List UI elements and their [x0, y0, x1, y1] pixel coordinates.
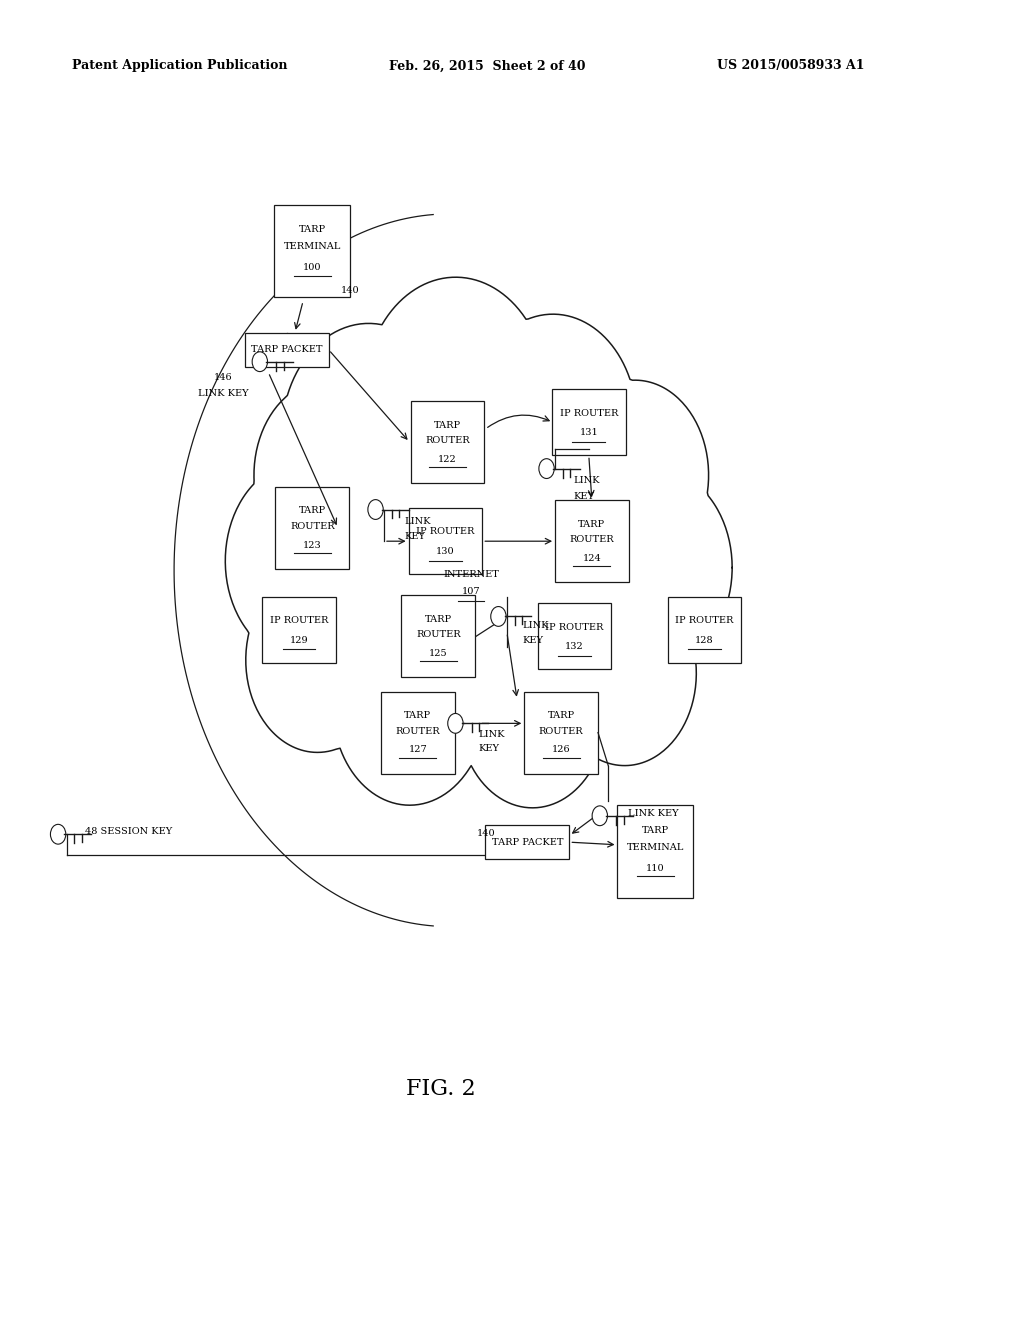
Text: TARP: TARP: [425, 615, 452, 623]
Text: ROUTER: ROUTER: [395, 727, 440, 735]
Text: 140: 140: [341, 286, 359, 296]
Text: TERMINAL: TERMINAL: [627, 843, 684, 851]
Text: IP ROUTER: IP ROUTER: [269, 616, 329, 624]
FancyBboxPatch shape: [409, 508, 482, 574]
Text: TARP: TARP: [434, 421, 461, 429]
Text: 107: 107: [462, 587, 480, 595]
Text: IP ROUTER: IP ROUTER: [559, 409, 618, 417]
Text: US 2015/0058933 A1: US 2015/0058933 A1: [717, 59, 864, 73]
Text: TARP: TARP: [579, 520, 605, 528]
Text: FIG. 2: FIG. 2: [406, 1078, 475, 1100]
Text: KEY: KEY: [522, 636, 544, 645]
Circle shape: [364, 277, 548, 515]
Text: LINK KEY: LINK KEY: [198, 389, 249, 399]
Text: 146: 146: [214, 374, 232, 383]
Circle shape: [282, 323, 456, 548]
FancyBboxPatch shape: [274, 205, 350, 297]
Circle shape: [579, 469, 732, 667]
Text: 128: 128: [695, 636, 714, 644]
Text: LINK: LINK: [522, 622, 549, 631]
Circle shape: [368, 500, 383, 520]
Text: 131: 131: [580, 429, 598, 437]
FancyBboxPatch shape: [668, 597, 741, 663]
Circle shape: [254, 380, 401, 570]
Text: LINK KEY: LINK KEY: [628, 809, 678, 818]
Text: TARP: TARP: [642, 826, 669, 834]
Text: 110: 110: [646, 865, 665, 873]
Text: 48 SESSION KEY: 48 SESSION KEY: [85, 828, 172, 837]
Text: 127: 127: [409, 746, 427, 754]
Text: 125: 125: [429, 649, 447, 657]
FancyBboxPatch shape: [245, 333, 329, 367]
Text: ROUTER: ROUTER: [425, 437, 470, 445]
FancyBboxPatch shape: [552, 389, 626, 455]
Text: ROUTER: ROUTER: [569, 536, 614, 544]
Text: KEY: KEY: [404, 532, 426, 541]
Circle shape: [225, 462, 379, 660]
Text: TARP: TARP: [299, 226, 326, 234]
Text: 122: 122: [438, 455, 457, 463]
Polygon shape: [225, 277, 732, 808]
Text: ROUTER: ROUTER: [539, 727, 584, 735]
Text: KEY: KEY: [573, 492, 595, 502]
Circle shape: [333, 607, 486, 805]
Text: 124: 124: [583, 554, 601, 562]
FancyBboxPatch shape: [617, 805, 693, 898]
Circle shape: [490, 607, 506, 626]
Text: 100: 100: [303, 264, 322, 272]
FancyBboxPatch shape: [262, 597, 336, 663]
Text: 130: 130: [436, 548, 455, 556]
Circle shape: [252, 352, 267, 372]
Text: TARP: TARP: [404, 711, 431, 719]
Circle shape: [539, 458, 554, 479]
Text: LINK: LINK: [478, 730, 505, 739]
Circle shape: [338, 370, 625, 739]
Text: TARP PACKET: TARP PACKET: [492, 838, 563, 846]
FancyBboxPatch shape: [555, 500, 629, 582]
Text: TARP: TARP: [299, 507, 326, 515]
Circle shape: [447, 713, 463, 734]
Circle shape: [561, 380, 709, 570]
Text: IP ROUTER: IP ROUTER: [416, 528, 475, 536]
Text: INTERNET: INTERNET: [443, 570, 499, 578]
Text: LINK: LINK: [404, 517, 431, 527]
Text: IP ROUTER: IP ROUTER: [675, 616, 734, 624]
Text: ROUTER: ROUTER: [416, 631, 461, 639]
Circle shape: [459, 618, 606, 808]
Circle shape: [246, 568, 389, 752]
Text: IP ROUTER: IP ROUTER: [545, 623, 604, 631]
Text: 140: 140: [477, 829, 496, 838]
Circle shape: [469, 314, 637, 531]
FancyBboxPatch shape: [538, 603, 611, 669]
Circle shape: [50, 824, 66, 845]
Text: 126: 126: [552, 746, 570, 754]
Text: 132: 132: [565, 643, 584, 651]
Text: Feb. 26, 2015  Sheet 2 of 40: Feb. 26, 2015 Sheet 2 of 40: [389, 59, 586, 73]
FancyBboxPatch shape: [524, 692, 598, 774]
Text: 129: 129: [290, 636, 308, 644]
FancyBboxPatch shape: [275, 487, 349, 569]
FancyBboxPatch shape: [485, 825, 569, 859]
Circle shape: [592, 805, 607, 826]
Text: ROUTER: ROUTER: [290, 523, 335, 531]
FancyBboxPatch shape: [411, 401, 484, 483]
Text: Patent Application Publication: Patent Application Publication: [72, 59, 287, 73]
Circle shape: [553, 581, 696, 766]
Text: 123: 123: [303, 541, 322, 549]
Text: TARP: TARP: [548, 711, 574, 719]
Text: LINK: LINK: [573, 477, 600, 486]
Text: KEY: KEY: [478, 744, 500, 754]
FancyBboxPatch shape: [381, 692, 455, 774]
Text: TERMINAL: TERMINAL: [284, 243, 341, 251]
Text: TARP PACKET: TARP PACKET: [251, 346, 323, 354]
FancyBboxPatch shape: [401, 595, 475, 677]
